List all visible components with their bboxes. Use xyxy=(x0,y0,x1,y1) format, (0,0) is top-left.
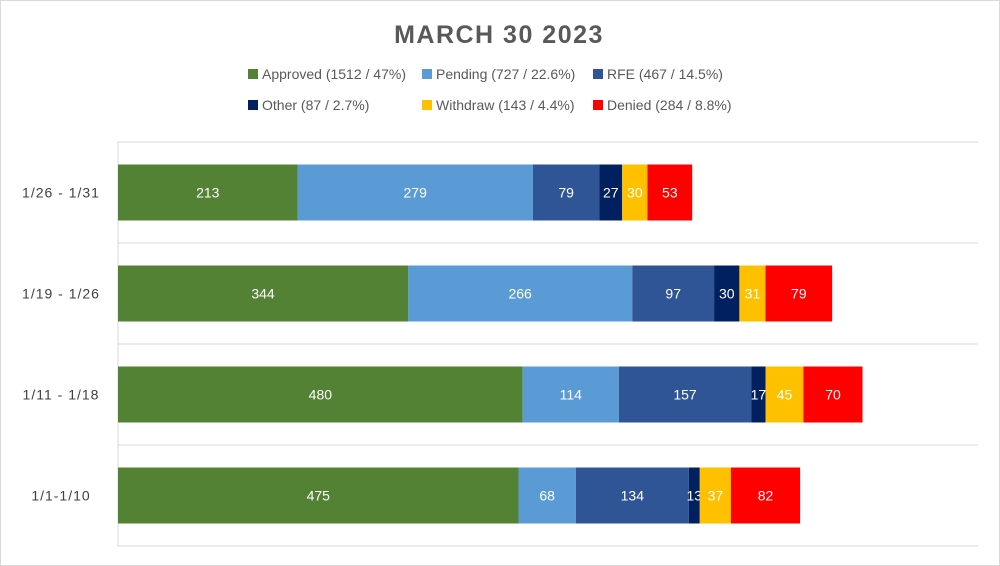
legend-item-rfe: RFE (467 / 14.5%) xyxy=(593,66,723,82)
bar-pending-1-19-1-26 xyxy=(408,265,633,322)
data-label-denied-1-26-1-31: 53 xyxy=(662,185,678,201)
legend-swatch-pending xyxy=(422,69,432,79)
category-label-1-19-1-26: 1/19 - 1/26 xyxy=(22,286,100,302)
bar-withdraw-1-19-1-26 xyxy=(739,265,766,322)
legend-label-denied: Denied (284 / 8.8%) xyxy=(607,97,732,113)
bar-other-1-11-1-18 xyxy=(751,366,766,423)
bar-rfe-1-11-1-18 xyxy=(618,366,752,423)
bar-other-1-19-1-26 xyxy=(714,265,740,322)
data-label-pending-1-1-1-10: 68 xyxy=(539,488,555,504)
legend-label-rfe: RFE (467 / 14.5%) xyxy=(607,66,723,82)
data-label-withdraw-1-11-1-18: 45 xyxy=(777,387,793,403)
data-label-pending-1-19-1-26: 266 xyxy=(508,286,532,302)
legend-label-withdraw: Withdraw (143 / 4.4%) xyxy=(436,97,575,113)
data-label-approved-1-11-1-18: 480 xyxy=(309,387,333,403)
bar-row-1-11-1-18: 480 114 157 17 45 70 xyxy=(118,366,863,423)
bar-row-1-19-1-26: 344 266 97 30 31 79 xyxy=(118,265,833,322)
legend-label-approved: Approved (1512 / 47%) xyxy=(262,66,406,82)
data-label-approved-1-1-1-10: 475 xyxy=(307,488,331,504)
data-label-other-1-11-1-18: 17 xyxy=(751,387,767,403)
category-labels: 1/1-1/10 1/11 - 1/18 1/19 - 1/26 1/26 - 1/3… xyxy=(22,185,100,504)
bar-rfe-1-1-1-10 xyxy=(575,467,689,524)
data-label-rfe-1-26-1-31: 79 xyxy=(558,185,574,201)
data-label-other-1-1-1-10: 13 xyxy=(686,488,702,504)
data-label-withdraw-1-1-1-10: 37 xyxy=(708,488,724,504)
bar-denied-1-1-1-10 xyxy=(730,467,801,524)
data-label-approved-1-26-1-31: 213 xyxy=(196,185,220,201)
bar-approved-1-11-1-18 xyxy=(118,366,523,423)
bar-withdraw-1-1-1-10 xyxy=(699,467,731,524)
bar-other-1-1-1-10 xyxy=(688,467,700,524)
legend-swatch-rfe xyxy=(593,69,603,79)
legend-item-pending: Pending (727 / 22.6%) xyxy=(422,66,575,82)
bar-denied-1-19-1-26 xyxy=(765,265,833,322)
bar-pending-1-11-1-18 xyxy=(522,366,619,423)
chart-title: MARCH 30 2023 xyxy=(394,21,604,49)
data-label-withdraw-1-19-1-26: 31 xyxy=(745,286,761,302)
legend-swatch-denied xyxy=(593,100,603,110)
bar-withdraw-1-26-1-31 xyxy=(622,164,648,221)
bar-withdraw-1-11-1-18 xyxy=(765,366,804,423)
legend-item-other: Other (87 / 2.7%) xyxy=(248,97,369,113)
legend-item-denied: Denied (284 / 8.8%) xyxy=(593,97,732,113)
data-label-other-1-26-1-31: 27 xyxy=(603,185,619,201)
data-label-pending-1-11-1-18: 114 xyxy=(560,387,583,403)
legend-item-approved: Approved (1512 / 47%) xyxy=(248,66,406,82)
bar-approved-1-26-1-31 xyxy=(118,164,298,221)
data-label-approved-1-19-1-26: 344 xyxy=(251,286,275,302)
legend-label-pending: Pending (727 / 22.6%) xyxy=(436,66,575,82)
data-label-rfe-1-1-1-10: 134 xyxy=(621,488,645,504)
bar-pending-1-26-1-31 xyxy=(297,164,533,221)
data-label-rfe-1-19-1-26: 97 xyxy=(665,286,681,302)
bar-approved-1-1-1-10 xyxy=(118,467,519,524)
category-label-1-26-1-31: 1/26 - 1/31 xyxy=(22,185,100,201)
bar-rfe-1-19-1-26 xyxy=(632,265,715,322)
bar-denied-1-26-1-31 xyxy=(647,164,693,221)
data-label-denied-1-11-1-18: 70 xyxy=(825,387,841,403)
legend-swatch-approved xyxy=(248,69,258,79)
data-label-withdraw-1-26-1-31: 30 xyxy=(627,185,643,201)
data-label-other-1-19-1-26: 30 xyxy=(719,286,735,302)
category-label-1-11-1-18: 1/11 - 1/18 xyxy=(23,387,100,403)
data-label-rfe-1-11-1-18: 157 xyxy=(673,387,697,403)
bar-row-1-26-1-31: 213 279 79 27 30 53 xyxy=(118,164,693,221)
data-label-denied-1-1-1-10: 82 xyxy=(758,488,774,504)
bar-row-1-1-1-10: 475 68 134 13 37 82 xyxy=(118,467,801,524)
bar-other-1-26-1-31 xyxy=(599,164,623,221)
legend-item-withdraw: Withdraw (143 / 4.4%) xyxy=(422,97,575,113)
legend: Approved (1512 / 47%) Pending (727 / 22.6… xyxy=(248,66,732,113)
data-label-denied-1-19-1-26: 79 xyxy=(791,286,807,302)
category-label-1-1-1-10: 1/1-1/10 xyxy=(31,488,90,504)
bar-denied-1-11-1-18 xyxy=(803,366,863,423)
bar-rfe-1-26-1-31 xyxy=(532,164,600,221)
legend-swatch-withdraw xyxy=(422,100,432,110)
bar-pending-1-1-1-10 xyxy=(518,467,576,524)
legend-label-other: Other (87 / 2.7%) xyxy=(262,97,369,113)
bar-approved-1-19-1-26 xyxy=(118,265,409,322)
legend-swatch-other xyxy=(248,100,258,110)
data-label-pending-1-26-1-31: 279 xyxy=(404,185,428,201)
